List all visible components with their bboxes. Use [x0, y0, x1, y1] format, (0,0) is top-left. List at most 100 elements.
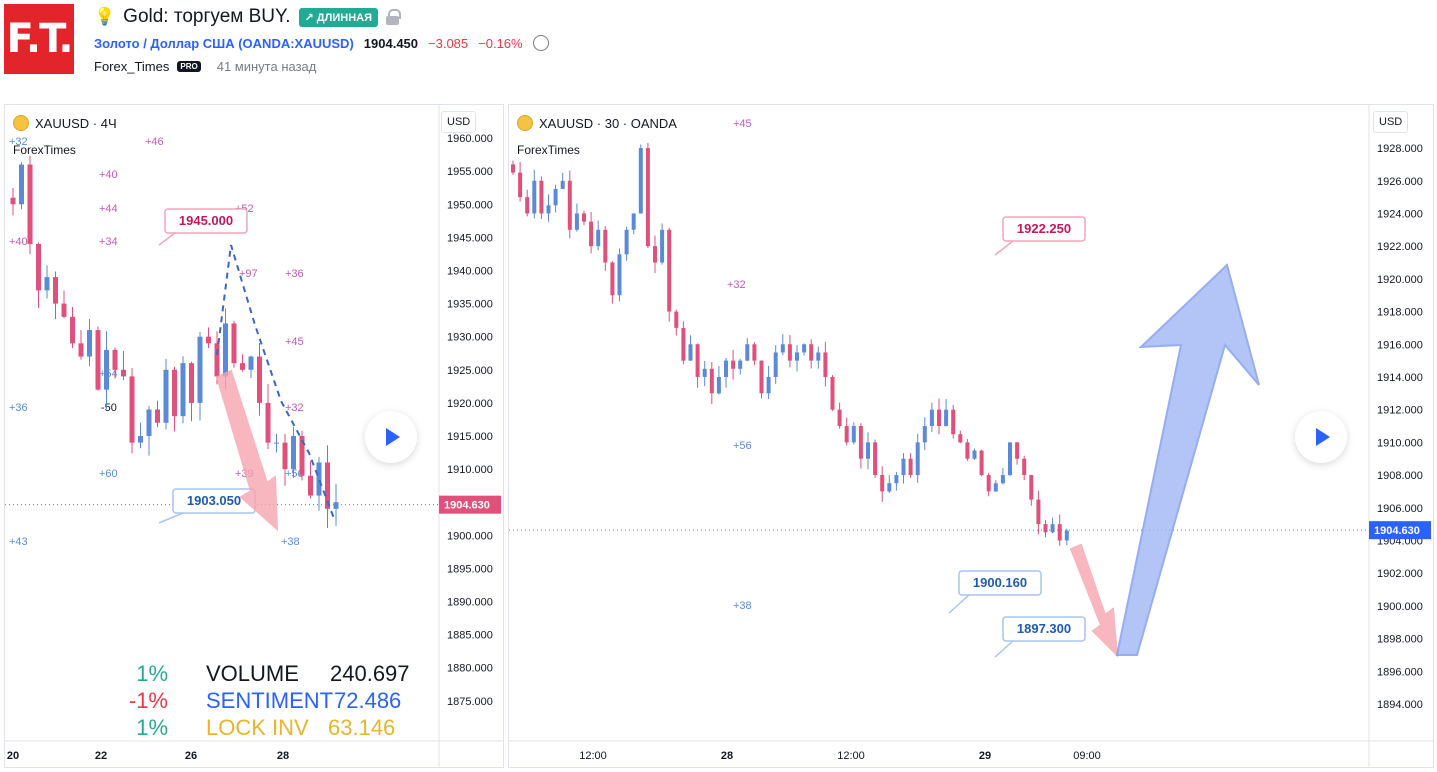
candle-body	[773, 352, 778, 377]
candle-body	[525, 197, 530, 214]
candle-body	[70, 316, 75, 344]
candle-body	[645, 148, 650, 247]
price-tick-label: 1935.000	[447, 299, 493, 311]
candle-body	[724, 360, 728, 377]
candle-body	[795, 352, 799, 361]
candle-body	[631, 213, 636, 230]
callout-box	[958, 570, 1042, 596]
candle-body	[766, 376, 771, 394]
candle-body	[830, 376, 835, 410]
symbol-row: Золото / Доллар США (OANDA:XAUUSD) 1904.…	[94, 35, 549, 51]
chart-30m-canvas[interactable]: 1928.000 1926.000 1924.000 1922.000 1920.000…	[509, 105, 1434, 768]
candle-body	[915, 442, 920, 476]
chart-30m[interactable]: 1928.000 1926.000 1924.000 1922.000 1920.000…	[508, 104, 1434, 768]
indicator-legend: ForexTimes	[517, 143, 580, 157]
candle-body	[146, 409, 152, 436]
candle-body	[653, 246, 657, 263]
candle-body	[274, 442, 279, 444]
level-label: +46	[145, 136, 164, 148]
candle-body	[129, 376, 135, 443]
stats-panel: 1% VOLUME 240.697 -1% SENTIMENT 72.486 1…	[100, 660, 410, 741]
price-tick-label: 1910.000	[447, 464, 493, 476]
alarm-clock-icon[interactable]	[532, 35, 549, 51]
candle-body	[752, 344, 757, 361]
price-tick-label: 1955.000	[447, 166, 493, 178]
level-label: +56	[733, 440, 752, 452]
candle-body	[660, 229, 665, 263]
symbol-change: −3.085	[428, 35, 469, 51]
callout-box	[164, 208, 248, 234]
price-callout: 1922.250	[994, 216, 1086, 256]
candle-body	[180, 363, 186, 417]
candle-body	[851, 426, 856, 443]
stat-pct: -1%	[128, 688, 168, 713]
author-name[interactable]: Forex_Times	[94, 59, 170, 74]
level-label: +40	[9, 236, 28, 248]
candle-body	[951, 409, 956, 435]
level-label: +45	[733, 118, 752, 130]
candle-body	[809, 344, 814, 361]
play-button[interactable]	[365, 411, 417, 463]
candle-body	[282, 442, 288, 470]
candle-body	[894, 475, 899, 484]
stat-row-lock-inv: 1% LOCK INV 63.146	[100, 714, 410, 741]
price-callout: 1903.050	[158, 488, 256, 524]
candle-body	[10, 197, 16, 205]
candle-body	[1008, 442, 1012, 476]
candle-body	[223, 323, 228, 377]
candle-body	[553, 188, 558, 206]
time-tick-label: 28	[721, 750, 733, 762]
candle-body	[87, 330, 92, 357]
price-tick-label: 1898.000	[1377, 634, 1423, 646]
price-callout: 1945.000	[158, 208, 248, 246]
symbol-change-pct: −0.16%	[478, 35, 523, 51]
candle-body	[240, 363, 245, 370]
price-tick-label: 1930.000	[447, 332, 493, 344]
level-label: +43	[9, 536, 28, 548]
price-tick-label: 1896.000	[1377, 666, 1423, 678]
down-arrow	[1069, 543, 1119, 658]
price-tick-label: 1900.000	[1377, 601, 1423, 613]
legend-symbol: XAUUSD · 30 · OANDA	[539, 115, 677, 131]
candle-body	[816, 352, 821, 361]
candle-body	[873, 442, 878, 476]
candle-body	[574, 213, 579, 230]
symbol-price: 1904.450	[363, 35, 419, 51]
chart-4h-canvas[interactable]: 1960.000 1955.000 1950.000 1945.000 1940.000…	[5, 105, 504, 768]
time-tick-label: 12:00	[579, 750, 607, 762]
candle-body	[1022, 458, 1027, 476]
price-callout: 1900.160	[948, 570, 1042, 614]
candle-body	[596, 229, 601, 247]
candle-body	[95, 330, 101, 390]
candle-body	[837, 409, 842, 427]
callout-pointer	[994, 640, 1014, 658]
time-tick-label: 28	[277, 750, 289, 762]
price-tick-label: 1895.000	[447, 563, 493, 575]
stat-label: LOCK INV	[206, 715, 309, 740]
candle-body	[929, 409, 934, 427]
callout-label: 1945.000	[179, 213, 233, 228]
author-row: Forex_Times PRO 41 минута назад	[94, 59, 316, 74]
time-tick-label: 29	[979, 750, 991, 762]
candle-body	[1057, 524, 1062, 541]
candle-body	[325, 462, 330, 509]
symbol-link[interactable]: Золото / Доллар США (OANDA:XAUUSD)	[94, 35, 354, 51]
chart-4h[interactable]: 1960.000 1955.000 1950.000 1945.000 1940.000…	[4, 104, 504, 768]
candle-body	[567, 180, 572, 230]
candle-body	[53, 277, 58, 304]
currency-selector[interactable]: USD	[1373, 111, 1409, 133]
price-tick-label: 1916.000	[1377, 339, 1423, 351]
candle-body	[155, 409, 160, 423]
price-tick-label: 1920.000	[447, 398, 493, 410]
play-button[interactable]	[1295, 411, 1347, 463]
stat-value: 72.486	[334, 688, 402, 713]
candle-body	[1036, 499, 1041, 525]
forextimes-logo[interactable]: F.T.	[4, 4, 74, 74]
candle-body	[674, 311, 679, 328]
candle-body	[965, 442, 970, 459]
callout-box	[1002, 216, 1086, 242]
candle-body	[1000, 475, 1005, 484]
currency-selector[interactable]: USD	[441, 111, 477, 133]
candle-body	[681, 327, 686, 361]
candle-body	[78, 343, 84, 357]
